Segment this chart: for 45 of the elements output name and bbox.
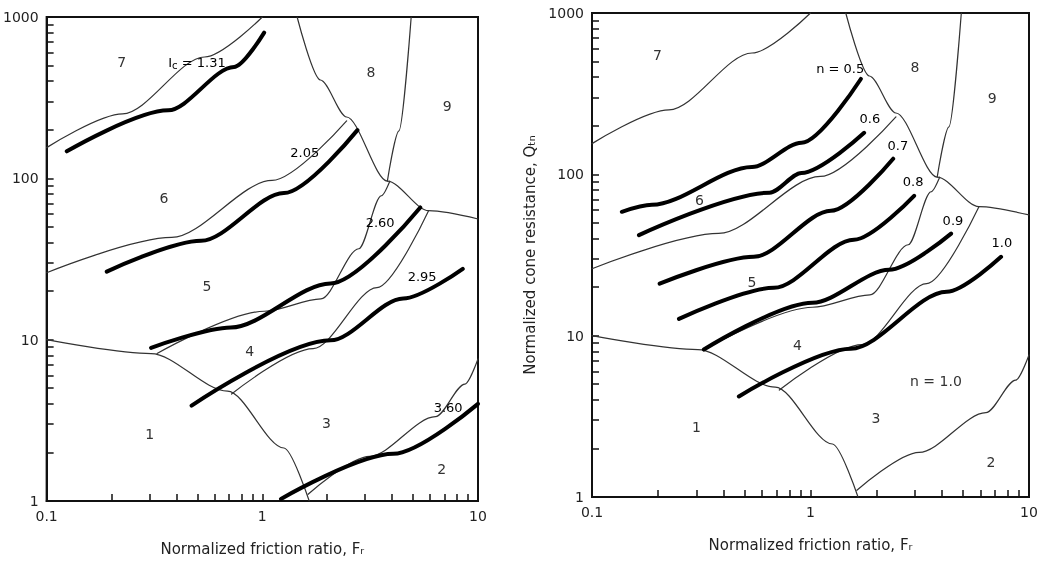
series-label: 2.60 <box>365 214 395 230</box>
series-label: n = 0.5 <box>816 60 865 76</box>
y-tick-label: 1 <box>29 493 39 509</box>
annotation: 4 <box>792 336 802 353</box>
series-label: 2.05 <box>290 144 320 160</box>
annotation: 8 <box>366 64 376 81</box>
annotation: 1 <box>145 426 155 443</box>
y-tick-label: 10 <box>566 327 584 344</box>
y-tick-label: 1000 <box>2 9 39 25</box>
x-tick-label: 0.1 <box>580 504 604 520</box>
series-label: 0.7 <box>887 137 909 153</box>
annotation: 8 <box>910 58 920 75</box>
series-label: 2.95 <box>407 269 437 285</box>
y-tick-label: 1 <box>575 489 584 505</box>
x-tick-label: 1 <box>806 504 815 520</box>
y-tick-label: 100 <box>11 170 39 187</box>
annotation: 3 <box>321 415 331 432</box>
y-tick-label: 10 <box>20 331 39 348</box>
y-tick-label: 1000 <box>548 5 584 21</box>
annotation: 3 <box>871 409 881 426</box>
x-axis-title: Normalized friction ratio, Fᵣ <box>708 535 913 554</box>
annotation: 5 <box>747 273 757 290</box>
annotation: 4 <box>245 342 255 359</box>
annotation: n = 1.0 <box>910 373 962 390</box>
series-label: 0.8 <box>902 174 924 190</box>
y-tick-label: 100 <box>557 166 584 183</box>
series-label: 0.6 <box>859 110 881 126</box>
x-axis-title: Normalized friction ratio, Fᵣ <box>160 539 365 558</box>
annotation: 9 <box>442 97 452 114</box>
annotation: 7 <box>117 54 127 71</box>
annotation: 7 <box>653 47 663 64</box>
x-tick-label: 10 <box>469 508 487 524</box>
x-tick-label: 0.1 <box>35 508 58 524</box>
x-tick-label: 10 <box>1020 504 1038 520</box>
annotation: 2 <box>986 453 996 470</box>
y-axis-title: Normalized cone resistance, Qₜₙ <box>520 135 539 375</box>
x-tick-label: 1 <box>257 508 267 524</box>
annotation: 5 <box>202 277 212 294</box>
annotation: 6 <box>159 190 169 207</box>
annotation: 9 <box>987 90 997 107</box>
annotation: 2 <box>437 461 447 478</box>
series-label: 0.9 <box>942 212 964 228</box>
annotation: 6 <box>695 191 705 208</box>
series-label: 1.0 <box>991 235 1013 251</box>
annotation: 1 <box>691 419 701 436</box>
